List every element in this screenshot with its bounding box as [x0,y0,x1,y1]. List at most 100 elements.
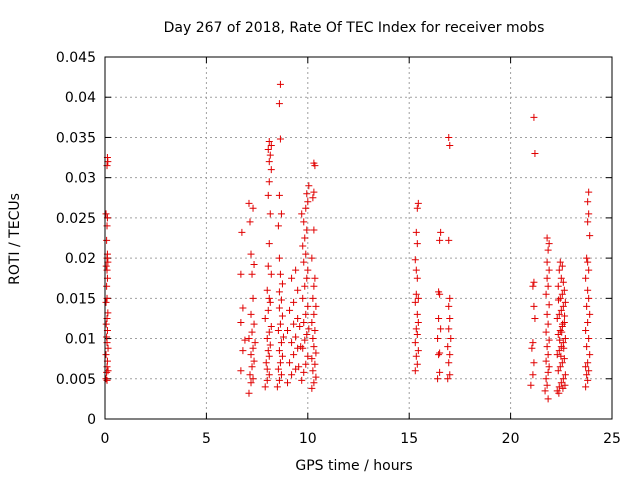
data-point [248,270,256,278]
data-point [544,246,552,254]
y-tick-label: 0.01 [65,332,96,348]
data-point [556,258,564,266]
data-point [434,375,442,383]
data-point [294,286,302,294]
data-point [249,204,257,212]
data-point [558,262,566,270]
data-point [555,310,563,318]
data-point [436,368,444,376]
data-point [311,327,319,335]
data-point [530,278,538,286]
y-tick-label: 0.02 [65,251,96,267]
data-point [298,376,306,384]
data-point [561,371,569,379]
data-point [308,318,316,326]
data-point [584,376,592,384]
data-point [586,310,594,318]
data-point [103,333,111,341]
data-point [310,226,318,234]
y-tick-label: 0.005 [56,372,96,388]
data-point [104,344,112,352]
data-point [435,288,443,296]
data-point [413,331,421,339]
data-point [308,254,316,262]
y-tick-label: 0.035 [56,130,96,146]
x-tick-label: 15 [400,431,418,447]
data-point [275,347,283,355]
data-point [302,204,310,212]
data-point [284,379,292,387]
data-point [292,333,300,341]
data-point [310,282,318,290]
data-point [412,325,420,333]
data-point [561,381,569,389]
data-points [102,80,594,403]
data-point [558,359,566,367]
data-point [309,367,317,375]
data-point [528,344,536,352]
data-point [446,371,454,379]
data-point [267,141,275,149]
data-point [295,363,303,371]
data-point [556,327,564,335]
data-point [309,294,317,302]
data-point [312,349,320,357]
plot-frame [104,56,613,420]
data-point [414,347,422,355]
data-point [277,371,285,379]
data-point [265,178,273,186]
data-point [303,331,311,339]
data-point [541,387,549,395]
data-point [102,298,110,306]
data-point [583,302,591,310]
data-point [559,302,567,310]
data-point [304,302,312,310]
data-point [543,381,551,389]
data-point [582,363,590,371]
data-point [277,339,285,347]
x-tick-label: 25 [603,431,621,447]
data-point [237,318,245,326]
data-point [262,359,270,367]
data-point [445,236,453,244]
data-point [305,182,313,190]
data-point [446,294,454,302]
data-point [445,325,453,333]
data-point [310,379,318,387]
data-point [276,359,284,367]
data-point [559,278,567,286]
data-point [582,383,590,391]
data-point [411,256,419,264]
data-point [411,367,419,375]
data-point [545,336,553,344]
data-point [103,282,111,290]
data-point [276,270,284,278]
data-point [264,191,272,199]
y-tick-label: 0.045 [56,50,96,66]
data-point [288,339,296,347]
data-point [304,352,312,360]
y-tick-label: 0.015 [56,291,96,307]
data-point [274,327,282,335]
data-point [446,314,454,322]
data-point [544,320,552,328]
data-point [241,336,249,344]
data-point [558,290,566,298]
y-tick-label: 0.04 [65,90,96,106]
data-point [531,314,539,322]
data-point [584,286,592,294]
data-point [543,274,551,282]
data-point [290,320,298,328]
data-point [239,304,247,312]
data-point [445,133,453,141]
data-point [248,363,256,371]
data-point [276,320,284,328]
data-point [275,376,283,384]
data-point [104,309,112,317]
data-point [561,312,569,320]
data-point [557,352,565,360]
data-point [544,282,552,290]
data-point [310,159,318,167]
data-point [275,100,283,108]
data-point [447,335,455,343]
